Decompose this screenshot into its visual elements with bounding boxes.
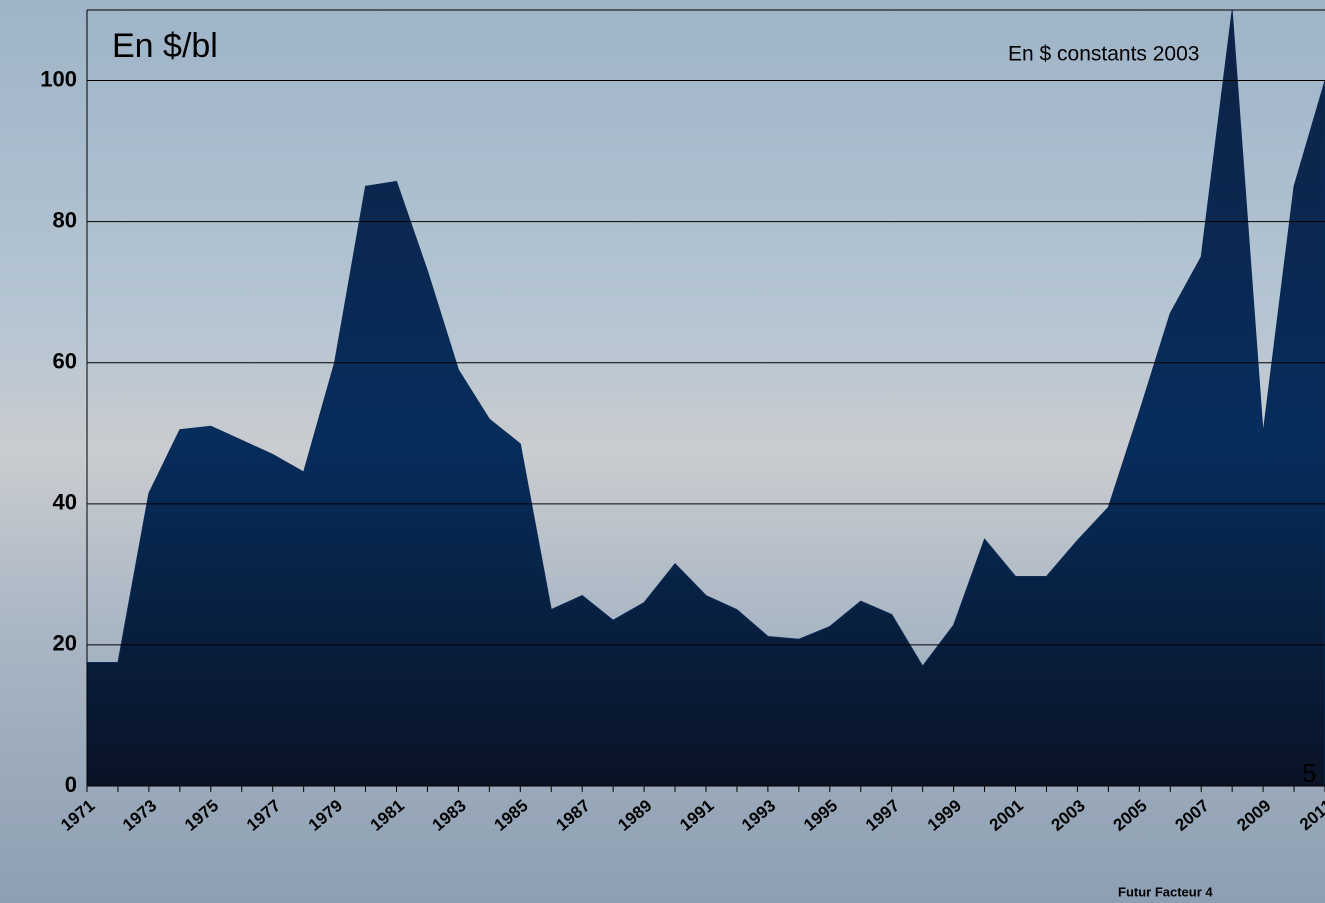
footer: Futur Facteur 4	[1118, 884, 1213, 899]
y-tick-label: 100	[40, 66, 77, 91]
area	[86, 9, 1325, 787]
y-tick-label: 20	[53, 631, 77, 656]
y-tick-label: 0	[65, 772, 77, 797]
chart-subtitle: En $ constants 2003	[1008, 43, 1199, 66]
chart-title: En $/bl	[112, 27, 218, 65]
y-tick-label: 80	[53, 207, 77, 232]
y-tick-label: 40	[53, 490, 77, 515]
page-number: 5	[1302, 758, 1316, 788]
y-tick-label: 60	[53, 349, 77, 374]
